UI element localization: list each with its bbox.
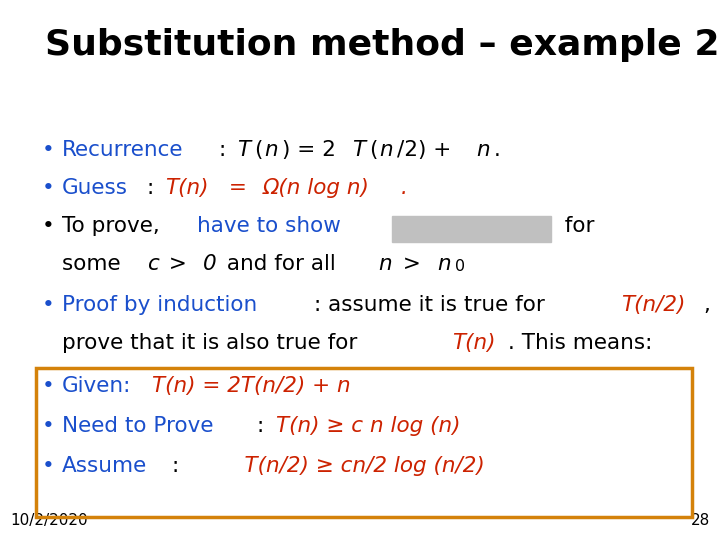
Text: (: ( [254,140,262,160]
Text: To prove,: To prove, [62,216,166,236]
Text: 0: 0 [455,259,465,274]
Text: :: : [219,140,233,160]
Text: /2) +: /2) + [397,140,459,160]
Text: n: n [265,140,279,160]
Text: :: : [258,416,271,436]
Text: n: n [379,140,393,160]
Text: n: n [437,254,451,274]
Text: •: • [42,140,55,160]
Text: Substitution method – example 2: Substitution method – example 2 [45,28,719,62]
Text: 0: 0 [203,254,217,274]
Text: have to show: have to show [197,216,348,236]
Text: ) = 2: ) = 2 [282,140,336,160]
Text: and for all: and for all [220,254,343,274]
Text: c: c [146,254,158,274]
Text: >: > [396,254,428,274]
Text: .: . [494,140,500,160]
Text: (: ( [369,140,377,160]
Text: : assume it is true for: : assume it is true for [314,295,552,315]
Text: 28: 28 [690,513,710,528]
Text: :: : [147,178,161,198]
Text: Recurrence: Recurrence [62,140,184,160]
Text: Given:: Given: [62,376,131,396]
Text: T(n) ≥ c n log (n): T(n) ≥ c n log (n) [276,416,460,436]
Text: T(n) = 2T(n/2) + n: T(n) = 2T(n/2) + n [151,376,350,396]
Text: ,: , [703,295,711,315]
Text: •: • [42,416,55,436]
Text: T(n/2): T(n/2) [621,295,685,315]
Text: Ω(n log n): Ω(n log n) [263,178,369,198]
Bar [392,216,552,242]
Text: for: for [552,216,595,236]
Text: •: • [42,456,55,476]
Text: •: • [42,178,55,198]
Text: n: n [379,254,392,274]
Text: .: . [400,178,408,198]
Text: Proof by induction: Proof by induction [62,295,257,315]
Text: prove that it is also true for: prove that it is also true for [62,333,364,353]
Text: Assume: Assume [62,456,148,476]
Text: some: some [62,254,127,274]
Text: •: • [42,376,55,396]
Text: . This means:: . This means: [508,333,652,353]
Text: >: > [162,254,194,274]
Text: :: : [172,456,207,476]
Text: •: • [42,216,55,236]
Text: •: • [42,295,55,315]
Text: 10/2/2020: 10/2/2020 [10,513,88,528]
Text: T(n/2) ≥ cn/2 log (n/2): T(n/2) ≥ cn/2 log (n/2) [217,456,485,476]
Text: T(n): T(n) [166,178,209,198]
Text: =: = [222,178,253,198]
Text: n: n [476,140,490,160]
Text: T: T [237,140,250,160]
Text: Need to Prove: Need to Prove [62,416,214,436]
Text: T: T [352,140,365,160]
Text: Guess: Guess [62,178,128,198]
Text: T(n): T(n) [452,333,495,353]
